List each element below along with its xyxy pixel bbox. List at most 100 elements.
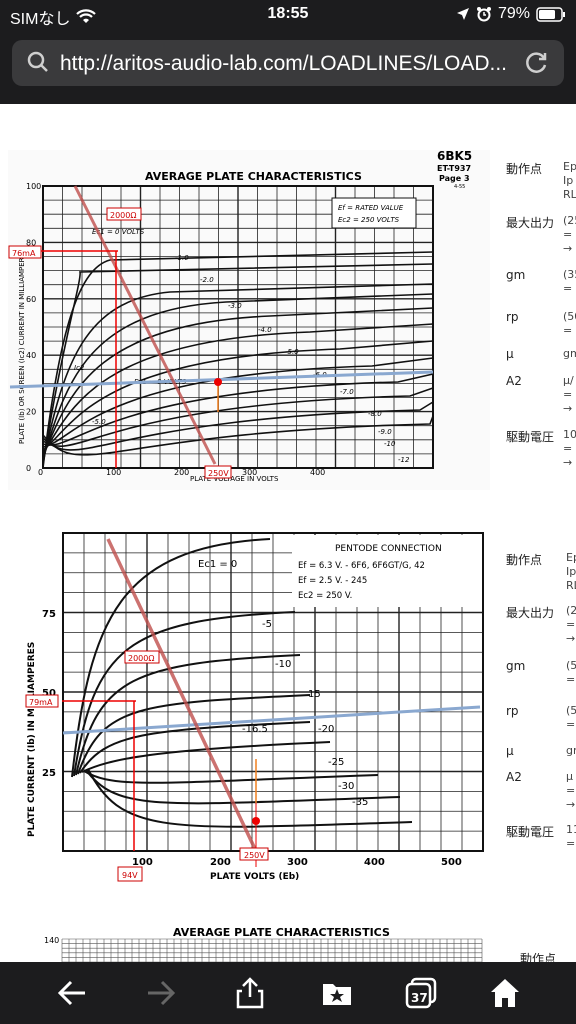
chart1-tube: 6BK5	[437, 149, 472, 163]
side-label: rp	[506, 310, 519, 324]
side3-label: 動作点	[520, 952, 557, 962]
chart2-curve	[77, 694, 311, 775]
chart2-curve-label: -16.5	[242, 724, 268, 735]
chart1-curve	[42, 415, 434, 456]
chart1-curve-label: -5.0	[285, 348, 299, 356]
chart1-xtick: 300	[242, 468, 257, 477]
side-fragment: →	[563, 456, 573, 469]
chart2-xtick: 500	[441, 857, 462, 868]
chart1-curve	[42, 401, 434, 451]
chart1-ytick: 20	[26, 408, 36, 417]
chart2-curve	[85, 769, 401, 805]
svg-text:37: 37	[411, 991, 428, 1005]
status-bar: SIMなし 18:55 79%	[0, 0, 576, 30]
chart1-curve	[42, 293, 434, 460]
chart1-curve-label: -7.0	[340, 388, 354, 396]
chart1-curve	[42, 323, 434, 454]
chart1-legend-ec2: Ec2 = 250 VOLTS	[338, 216, 400, 224]
side-fragment: 10	[563, 428, 576, 441]
reload-icon[interactable]	[524, 50, 550, 76]
url-text[interactable]: http://aritos-audio-lab.com/LOADLINES/LO…	[60, 52, 508, 75]
side-fragment: =	[566, 784, 576, 797]
side-label: 駆動電圧	[506, 430, 555, 444]
side-fragment: = 7	[563, 282, 576, 295]
carrier-text: SIMなし	[10, 11, 71, 28]
side-fragment: Ip	[563, 174, 574, 187]
side-fragment: =	[566, 718, 576, 731]
back-arrow-icon[interactable]	[55, 976, 89, 1010]
bookmarks-icon[interactable]	[320, 976, 354, 1010]
chart1-curve-label: -1.0	[175, 254, 189, 262]
chart2-operating-line	[62, 705, 481, 735]
chart1-xlabel: PLATE VOLTAGE IN VOLTS	[190, 475, 279, 483]
chart1-curve	[42, 263, 434, 466]
chart1-curve	[42, 283, 434, 463]
chart2-xtick: 400	[364, 857, 385, 868]
chart1-curve-label: -5.0	[92, 418, 106, 426]
chart1-curve	[42, 373, 434, 446]
side-fragment: →	[563, 402, 573, 415]
browser-toolbar: 37	[0, 962, 576, 1024]
side-fragment: →	[566, 798, 576, 811]
chart1-legend-ef: Ef = RATED VALUE	[338, 204, 404, 212]
side-fragment: μ	[566, 770, 573, 783]
side-label: 駆動電圧	[506, 825, 555, 839]
chart2-ytick: 75	[42, 609, 56, 620]
chart2-legend-l1: Ef = 6.3 V. - 6F6, 6F6GT/G, 42	[298, 561, 425, 571]
chart2-xtick: 200	[210, 857, 231, 868]
chart1-ylabel: PLATE (Ib) OR SCREEN (Ic2) CURRENT IN MI…	[18, 248, 26, 444]
side-fragment: RL	[563, 188, 576, 201]
side-fragment: gm	[563, 347, 576, 360]
page-content: AVERAGE PLATE CHARACTERISTICS 6BK5 ET-T9…	[0, 104, 576, 962]
chart1-voltage-label: 250V	[208, 469, 229, 478]
battery-percent: 79%	[497, 5, 530, 22]
chart2-curve	[75, 654, 301, 776]
chart2-curve	[83, 770, 379, 784]
chart2-curve-label: Ec1 = 0	[198, 559, 237, 570]
plate-characteristics-chart-1: AVERAGE PLATE CHARACTERISTICS 6BK5 ET-T9…	[8, 149, 490, 490]
chart1-curve-label: -12	[398, 456, 410, 464]
home-icon[interactable]	[488, 976, 522, 1010]
location-arrow-icon	[456, 8, 469, 20]
chart1-ytick: 100	[26, 182, 41, 191]
chart1-curve-label: -3.0	[228, 302, 242, 310]
chart1-ytick: 80	[26, 238, 36, 247]
plate-characteristics-chart-3: AVERAGE PLATE CHARACTERISTICS 140	[44, 926, 483, 962]
chart2-load-label: 2000Ω	[128, 654, 154, 663]
share-icon[interactable]	[233, 976, 267, 1010]
chart2-xtick: 300	[287, 857, 308, 868]
side-fragment: (25	[563, 214, 576, 227]
chart1-xtick: 100	[106, 468, 121, 477]
chart2-xlabel: PLATE VOLTS (Eb)	[210, 872, 299, 882]
chart1-curve-label: Ic2	[74, 364, 85, 372]
chart2-xtick: 100	[132, 857, 153, 868]
tabs-icon[interactable]: 37	[404, 976, 438, 1010]
side-label: μ	[506, 347, 514, 361]
chart2-ylabel: PLATE CURRENT (Ib) IN MILLIAMPERES	[27, 642, 37, 837]
battery-icon	[536, 6, 565, 22]
side-fragment: →	[566, 632, 576, 645]
chart2-operating-point	[252, 817, 260, 825]
side-label: gm	[506, 659, 526, 673]
chart1-xtick: 400	[310, 468, 325, 477]
side-label: rp	[506, 704, 519, 718]
side-label: gm	[506, 268, 526, 282]
side-fragment: (35	[563, 268, 576, 281]
wifi-icon	[76, 9, 97, 23]
side-label: 動作点	[506, 162, 543, 176]
chart2-curve-label: 15	[308, 689, 321, 700]
chart2-vmin-label: 94V	[122, 871, 138, 880]
status-time: 18:55	[267, 5, 309, 22]
side-fragment: 11	[566, 823, 576, 836]
side-fragment: =	[566, 837, 576, 850]
side-fragment: = 0	[563, 388, 576, 401]
chart2-curve-label: -5	[262, 619, 272, 630]
chart1-load-line	[73, 185, 217, 465]
chart2-curve	[71, 538, 271, 778]
plate-characteristics-chart-2: PENTODE CONNECTION Ef = 6.3 V. - 6F6, 6F…	[14, 531, 486, 885]
forward-arrow-icon[interactable]	[144, 976, 178, 1010]
chart1-ytick: 0	[26, 464, 31, 473]
side-label: A2	[506, 770, 522, 784]
chart1-curve-label: -10	[384, 440, 396, 448]
address-bar[interactable]: http://aritos-audio-lab.com/LOADLINES/LO…	[12, 40, 564, 86]
